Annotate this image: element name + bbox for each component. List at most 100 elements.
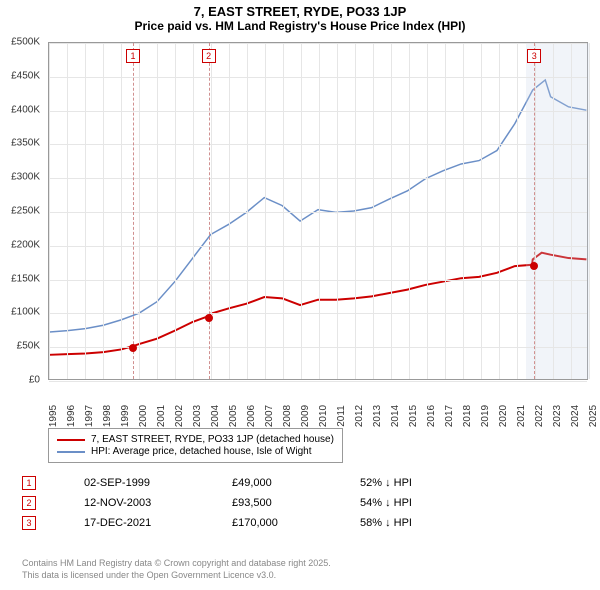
event-vline [133,43,134,379]
gridline-v [391,43,392,379]
gridline-v [247,43,248,379]
gridline-v [193,43,194,379]
x-tick-label: 2021 [516,405,527,427]
x-tick-label: 2009 [300,405,311,427]
x-tick-label: 2020 [498,405,509,427]
line-chart-svg [49,43,587,379]
gridline-h [49,246,587,247]
gridline-h [49,43,587,44]
event-relative: 58% ↓ HPI [360,517,460,529]
x-tick-label: 1999 [120,405,131,427]
chart-container: 7, EAST STREET, RYDE, PO33 1JP Price pai… [0,0,600,590]
x-tick-label: 2012 [354,405,365,427]
y-tick-label: £50K [17,341,40,352]
legend-swatch [57,451,85,453]
gridline-h [49,178,587,179]
event-table: 102-SEP-1999£49,00052% ↓ HPI 2 12-NOV-2003… [22,470,582,536]
x-tick-label: 2015 [408,405,419,427]
x-tick-label: 2008 [282,405,293,427]
y-axis-labels: £0£50K£100K£150K£200K£250K£300K£350K£400… [0,42,44,380]
y-tick-label: £400K [11,104,40,115]
x-tick-label: 2010 [318,405,329,427]
event-price: £93,500 [232,497,312,509]
event-row: 102-SEP-1999£49,00052% ↓ HPI [22,476,582,490]
x-tick-label: 2000 [138,405,149,427]
gridline-v [319,43,320,379]
sale-marker-dot [530,262,538,270]
x-tick-label: 2023 [552,405,563,427]
gridline-v [49,43,50,379]
event-marker-box: 2 [202,49,216,63]
x-tick-label: 2013 [372,405,383,427]
y-tick-label: £250K [11,206,40,217]
gridline-h [49,111,587,112]
event-box: 1 [22,476,36,490]
gridline-v [517,43,518,379]
gridline-h [49,381,587,382]
event-box: 2 [22,496,36,510]
sale-marker-dot [129,344,137,352]
legend-label: HPI: Average price, detached house, Isle… [91,446,312,457]
gridline-v [571,43,572,379]
gridline-v [67,43,68,379]
legend-row: 7, EAST STREET, RYDE, PO33 1JP (detached… [57,434,334,445]
gridline-v [283,43,284,379]
gridline-v [355,43,356,379]
gridline-v [211,43,212,379]
footer-line2: This data is licensed under the Open Gov… [22,570,331,582]
event-vline [534,43,535,379]
x-tick-label: 1995 [48,405,59,427]
gridline-v [157,43,158,379]
footer-attribution: Contains HM Land Registry data © Crown c… [22,558,331,581]
x-tick-label: 1998 [102,405,113,427]
event-date: 17-DEC-2021 [84,517,184,529]
event-price: £49,000 [232,477,312,489]
y-tick-label: £500K [11,37,40,48]
gridline-v [409,43,410,379]
event-date: 12-NOV-2003 [84,497,184,509]
event-price: £170,000 [232,517,312,529]
x-axis-labels: 1995199619971998199920002001200220032004… [48,384,588,422]
series-line [50,80,587,332]
gridline-v [481,43,482,379]
gridline-v [265,43,266,379]
y-tick-label: £150K [11,273,40,284]
footer-line1: Contains HM Land Registry data © Crown c… [22,558,331,570]
event-row: 2 12-NOV-2003 £93,500 54% ↓ HPI [22,496,582,510]
x-tick-label: 1997 [84,405,95,427]
gridline-v [373,43,374,379]
x-tick-label: 2011 [336,405,347,427]
y-tick-label: £350K [11,138,40,149]
gridline-h [49,280,587,281]
gridline-h [49,77,587,78]
chart-subtitle: Price paid vs. HM Land Registry's House … [0,19,600,33]
x-tick-label: 2004 [210,405,221,427]
x-tick-label: 1996 [66,405,77,427]
x-tick-label: 2017 [444,405,455,427]
event-marker-box: 1 [126,49,140,63]
y-tick-label: £100K [11,307,40,318]
x-tick-label: 2002 [174,405,185,427]
gridline-v [463,43,464,379]
legend-row: HPI: Average price, detached house, Isle… [57,446,334,457]
gridline-v [427,43,428,379]
gridline-h [49,144,587,145]
plot-area: 123 [48,42,588,380]
event-relative: 54% ↓ HPI [360,497,460,509]
legend-swatch [57,439,85,441]
gridline-v [103,43,104,379]
sale-marker-dot [205,314,213,322]
gridline-v [229,43,230,379]
x-tick-label: 2007 [264,405,275,427]
x-tick-label: 2014 [390,405,401,427]
gridline-v [445,43,446,379]
gridline-v [337,43,338,379]
y-tick-label: £450K [11,70,40,81]
y-tick-label: £300K [11,172,40,183]
gridline-v [139,43,140,379]
legend-label: 7, EAST STREET, RYDE, PO33 1JP (detached… [91,434,334,445]
x-tick-label: 2024 [570,405,581,427]
gridline-h [49,313,587,314]
x-tick-label: 2025 [588,405,599,427]
event-row: 317-DEC-2021£170,00058% ↓ HPI [22,516,582,530]
